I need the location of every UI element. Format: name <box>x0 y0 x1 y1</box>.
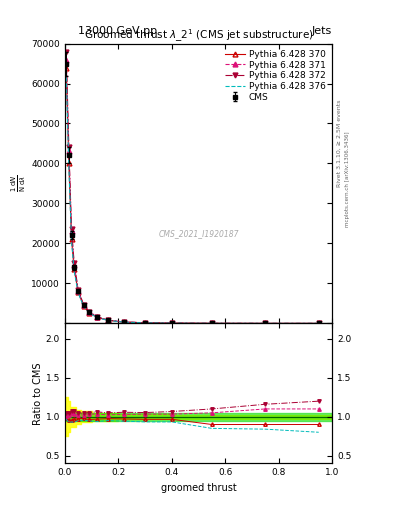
Pythia 6.428 372 <box>86 309 91 315</box>
Pythia 6.428 376 <box>86 310 91 316</box>
Pythia 6.428 372 <box>66 144 71 151</box>
Y-axis label: Ratio to CMS: Ratio to CMS <box>33 362 43 424</box>
Pythia 6.428 376 <box>81 303 86 309</box>
Pythia 6.428 371 <box>69 228 74 234</box>
Pythia 6.428 370 <box>169 320 174 326</box>
Line: Pythia 6.428 371: Pythia 6.428 371 <box>64 57 321 326</box>
Pythia 6.428 370 <box>263 321 268 327</box>
Pythia 6.428 370 <box>316 321 321 327</box>
Pythia 6.428 372 <box>169 320 174 326</box>
Pythia 6.428 372 <box>72 261 77 267</box>
Pythia 6.428 376 <box>72 268 77 274</box>
Pythia 6.428 376 <box>169 320 174 326</box>
Pythia 6.428 371 <box>121 319 126 325</box>
Pythia 6.428 371 <box>95 314 99 320</box>
Pythia 6.428 372 <box>105 317 110 323</box>
Pythia 6.428 372 <box>121 319 126 325</box>
Pythia 6.428 371 <box>105 317 110 323</box>
Pythia 6.428 376 <box>69 239 74 245</box>
Pythia 6.428 371 <box>169 320 174 326</box>
Pythia 6.428 371 <box>72 262 77 268</box>
Bar <box>65 413 332 420</box>
Pythia 6.428 372 <box>209 320 214 326</box>
Line: Pythia 6.428 372: Pythia 6.428 372 <box>64 49 321 326</box>
Pythia 6.428 372 <box>76 287 81 293</box>
Line: Pythia 6.428 376: Pythia 6.428 376 <box>66 72 319 324</box>
Pythia 6.428 370 <box>86 310 91 316</box>
Pythia 6.428 372 <box>81 302 86 308</box>
Pythia 6.428 372 <box>69 226 74 232</box>
Pythia 6.428 370 <box>69 237 74 243</box>
Pythia 6.428 376 <box>76 290 81 296</box>
Pythia 6.428 370 <box>143 320 147 326</box>
Text: CMS_2021_I1920187: CMS_2021_I1920187 <box>158 229 239 239</box>
Pythia 6.428 372 <box>316 321 321 327</box>
Pythia 6.428 371 <box>81 302 86 308</box>
Pythia 6.428 372 <box>263 321 268 327</box>
Pythia 6.428 371 <box>66 148 71 155</box>
Pythia 6.428 370 <box>72 266 77 272</box>
Pythia 6.428 376 <box>143 320 147 326</box>
Pythia 6.428 372 <box>143 319 147 326</box>
Text: 13000 GeV pp: 13000 GeV pp <box>78 26 158 36</box>
Pythia 6.428 376 <box>95 314 99 321</box>
Pythia 6.428 376 <box>263 321 268 327</box>
Pythia 6.428 376 <box>121 319 126 325</box>
Pythia 6.428 370 <box>121 319 126 325</box>
Pythia 6.428 371 <box>76 288 81 294</box>
Pythia 6.428 370 <box>209 321 214 327</box>
Pythia 6.428 370 <box>81 303 86 309</box>
Pythia 6.428 376 <box>105 317 110 324</box>
Pythia 6.428 370 <box>64 65 68 71</box>
Pythia 6.428 376 <box>316 321 321 327</box>
Pythia 6.428 370 <box>66 160 71 166</box>
Title: Groomed thrust $\lambda\_2^1$ (CMS jet substructure): Groomed thrust $\lambda\_2^1$ (CMS jet s… <box>84 27 313 44</box>
Pythia 6.428 371 <box>64 56 68 62</box>
Text: Jets: Jets <box>312 26 332 36</box>
Pythia 6.428 371 <box>86 309 91 315</box>
Pythia 6.428 370 <box>105 317 110 324</box>
Text: mcplots.cern.ch [arXiv:1306.3436]: mcplots.cern.ch [arXiv:1306.3436] <box>345 132 350 227</box>
Text: Rivet 3.1.10, ≥ 2.5M events: Rivet 3.1.10, ≥ 2.5M events <box>337 100 342 187</box>
Pythia 6.428 372 <box>95 313 99 319</box>
Pythia 6.428 376 <box>64 69 68 75</box>
Pythia 6.428 371 <box>209 321 214 327</box>
Pythia 6.428 371 <box>263 321 268 327</box>
Pythia 6.428 370 <box>76 289 81 295</box>
Pythia 6.428 376 <box>66 164 71 170</box>
X-axis label: groomed thrust: groomed thrust <box>161 483 236 493</box>
Pythia 6.428 371 <box>143 319 147 326</box>
Line: Pythia 6.428 370: Pythia 6.428 370 <box>64 65 321 326</box>
Pythia 6.428 376 <box>209 321 214 327</box>
Y-axis label: $\frac{1}{\mathrm{N}}\frac{\mathrm{d}N}{\mathrm{d}\lambda}$: $\frac{1}{\mathrm{N}}\frac{\mathrm{d}N}{… <box>10 175 28 193</box>
Pythia 6.428 371 <box>316 321 321 327</box>
Pythia 6.428 372 <box>64 49 68 55</box>
Legend: Pythia 6.428 370, Pythia 6.428 371, Pythia 6.428 372, Pythia 6.428 376, CMS: Pythia 6.428 370, Pythia 6.428 371, Pyth… <box>224 48 328 104</box>
Pythia 6.428 370 <box>95 314 99 321</box>
